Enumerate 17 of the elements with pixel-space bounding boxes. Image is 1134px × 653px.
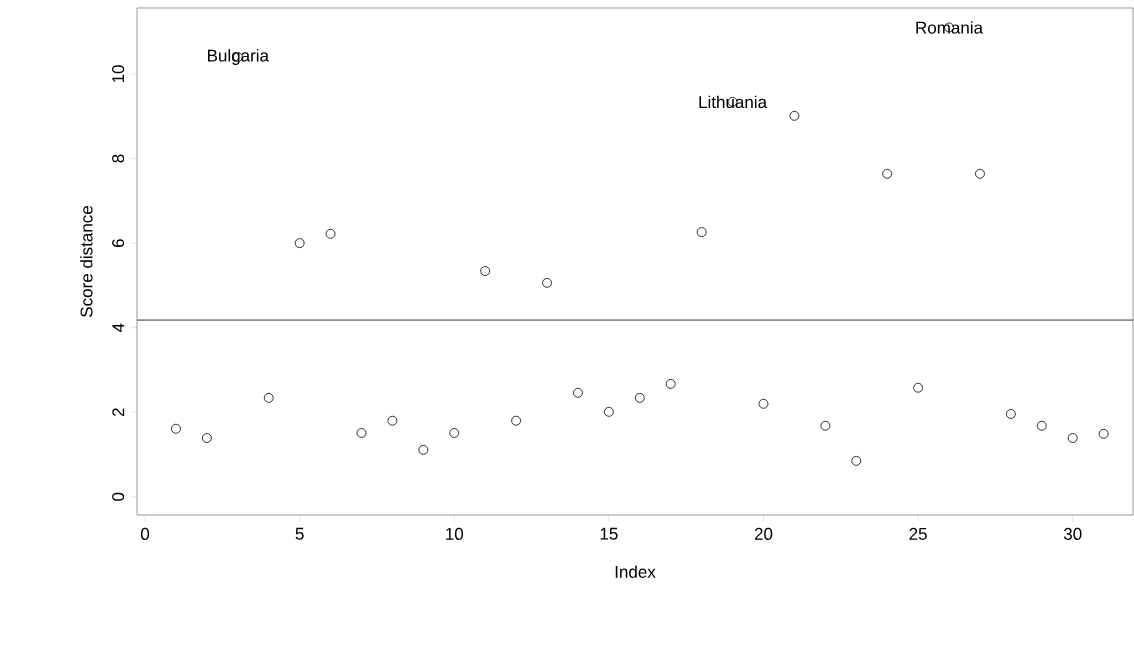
y-tick-label: 8: [112, 154, 125, 163]
x-axis-title: Index: [615, 565, 656, 578]
x-tick-label: 25: [909, 527, 927, 540]
y-tick-label: 2: [112, 408, 125, 417]
x-tick-label: 5: [295, 527, 304, 540]
y-tick-label: 10: [112, 65, 125, 83]
y-tick-label: 6: [112, 239, 125, 247]
annotation: Lithuania: [699, 95, 768, 109]
x-tick-label: 15: [600, 527, 618, 540]
x-tick-label: 10: [446, 527, 464, 540]
y-tick-label: 0: [112, 492, 125, 501]
x-tick-label: 30: [1063, 527, 1082, 540]
y-tick-label: 4: [112, 323, 125, 333]
y-axis-title: Score distance: [80, 206, 93, 317]
annotation: Romania: [916, 21, 984, 34]
x-tick-label: 20: [754, 527, 773, 540]
x-tick-label: 0: [140, 527, 150, 540]
